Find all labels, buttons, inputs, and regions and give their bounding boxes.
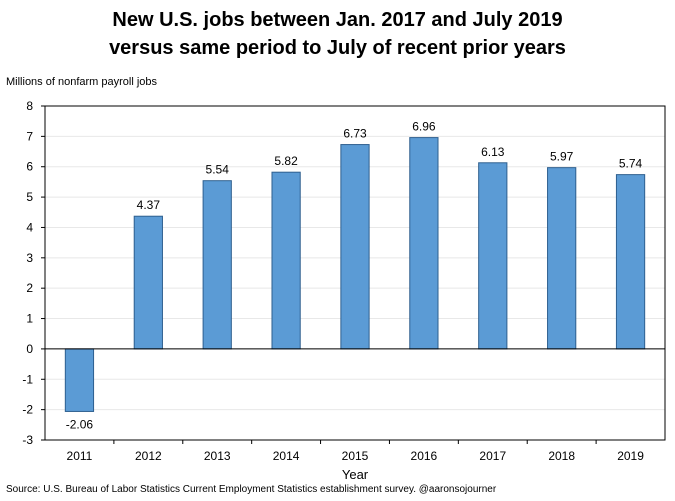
data-label-2018: 5.97 <box>550 150 574 164</box>
source-note: Source: U.S. Bureau of Labor Statistics … <box>6 484 497 495</box>
x-tick-label-2019: 2019 <box>617 449 644 463</box>
x-tick-label-2014: 2014 <box>273 449 300 463</box>
bar-2019 <box>615 174 646 350</box>
y-tick-label: 6 <box>26 160 33 174</box>
y-tick-label: -3 <box>22 433 33 447</box>
chart-title: New U.S. jobs between Jan. 2017 and July… <box>0 6 675 62</box>
bar-2018 <box>547 167 577 350</box>
y-tick-label: 4 <box>26 220 33 234</box>
y-tick-label: 8 <box>26 99 33 113</box>
bar-2015 <box>340 144 370 350</box>
bar-2014 <box>271 171 301 350</box>
y-tick-label: 0 <box>26 342 33 356</box>
x-tick-label-2017: 2017 <box>479 449 506 463</box>
plot-area-border <box>44 105 666 441</box>
y-tick-label: 1 <box>26 312 33 326</box>
bar-2017 <box>478 162 508 350</box>
bar-2016 <box>409 137 439 350</box>
y-tick-label: 3 <box>26 251 33 265</box>
y-tick-label: 5 <box>26 190 33 204</box>
data-label-2011: -2.06 <box>66 417 94 431</box>
bar-2012 <box>133 215 163 350</box>
data-label-2012: 4.37 <box>137 198 161 212</box>
x-axis-title: Year <box>342 467 369 482</box>
chart-title-line2: versus same period to July of recent pri… <box>109 37 566 59</box>
x-tick-label-2013: 2013 <box>204 449 231 463</box>
data-label-2013: 5.54 <box>206 163 230 177</box>
x-tick-label-2012: 2012 <box>135 449 162 463</box>
data-label-2017: 6.13 <box>481 145 505 159</box>
data-label-2015: 6.73 <box>343 127 367 141</box>
y-tick-label: 2 <box>26 281 33 295</box>
data-label-2014: 5.82 <box>274 154 298 168</box>
x-tick-label-2011: 2011 <box>67 449 93 463</box>
data-label-2019: 5.74 <box>619 157 643 171</box>
y-tick-label: -2 <box>22 403 33 417</box>
bar-2011 <box>64 348 95 412</box>
x-tick-label-2016: 2016 <box>411 449 438 463</box>
data-label-2016: 6.96 <box>412 120 436 134</box>
chart-title-line1: New U.S. jobs between Jan. 2017 and July… <box>112 9 563 31</box>
y-tick-label: -1 <box>22 372 33 386</box>
bar-2013 <box>202 180 232 350</box>
x-tick-label-2015: 2015 <box>342 449 369 463</box>
y-axis-unit-label: Millions of nonfarm payroll jobs <box>6 76 158 88</box>
x-tick-label-2018: 2018 <box>548 449 575 463</box>
y-tick-label: 7 <box>26 129 33 143</box>
